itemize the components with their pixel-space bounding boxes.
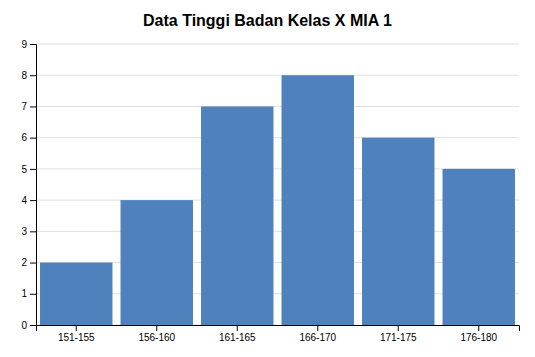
y-tick-label: 2: [21, 257, 27, 268]
grid-line: [36, 106, 519, 107]
bar: [282, 75, 354, 325]
grid-line: [36, 44, 519, 45]
x-tick-label: 171-175: [380, 332, 417, 343]
x-tick-label: 166-170: [299, 332, 336, 343]
chart-title: Data Tinggi Badan Kelas X MIA 1: [143, 12, 392, 29]
x-tick: 161-165: [219, 325, 256, 343]
x-tick-mark: [76, 325, 77, 331]
x-axis-line: [37, 326, 520, 332]
x-tick: 151-155: [58, 325, 95, 343]
x-tick: 176-180: [460, 325, 497, 343]
chart-svg: Data Tinggi Badan Kelas X MIA 1151-15515…: [0, 0, 535, 357]
bar: [362, 138, 434, 325]
y-tick: 3: [21, 226, 36, 237]
y-tick-label: 4: [21, 195, 27, 206]
x-axis: 151-155 156-160 161-165 166-170 171-175 176-1…: [37, 325, 520, 343]
y-tick-mark: [30, 138, 36, 139]
x-tick-mark: [237, 325, 238, 331]
y-tick-mark: [30, 294, 36, 295]
bar: [40, 263, 112, 325]
y-tick: 6: [21, 132, 36, 143]
x-tick-mark: [317, 325, 318, 331]
x-tick-label: 151-155: [58, 332, 95, 343]
y-tick-label: 3: [21, 226, 27, 237]
y-tick-label: 6: [21, 132, 27, 143]
x-tick-label: 176-180: [460, 332, 497, 343]
y-tick: 7: [21, 101, 36, 112]
bar: [201, 106, 273, 325]
y-tick-mark: [30, 231, 36, 232]
y-tick-mark: [30, 263, 36, 264]
y-tick-label: 5: [21, 164, 27, 175]
grid-line: [36, 75, 519, 76]
y-tick-mark: [30, 325, 36, 326]
y-tick: 5: [21, 164, 36, 175]
x-tick-label: 161-165: [219, 332, 256, 343]
y-tick: 9: [21, 39, 36, 50]
y-tick: 1: [21, 288, 36, 299]
y-axis: 0 1 2 3 4 5 6 7 8 9: [21, 39, 36, 331]
y-tick-mark: [30, 169, 36, 170]
x-tick-label: 156-160: [138, 332, 175, 343]
y-axis-line: [30, 45, 37, 326]
x-tick-mark: [398, 325, 399, 331]
y-tick-label: 0: [21, 320, 27, 331]
y-tick: 8: [21, 70, 36, 81]
x-tick-mark: [478, 325, 479, 331]
y-tick-label: 1: [21, 288, 27, 299]
bar: [443, 169, 515, 325]
y-tick-mark: [30, 106, 36, 107]
y-tick: 2: [21, 257, 36, 268]
grid: [36, 44, 519, 325]
y-tick-label: 9: [21, 39, 27, 50]
bars: [40, 75, 515, 325]
y-tick: 4: [21, 195, 36, 206]
x-tick-mark: [156, 325, 157, 331]
x-tick: 166-170: [299, 325, 336, 343]
y-tick-label: 8: [21, 70, 27, 81]
grid-line: [36, 137, 519, 138]
plot-area: 151-155 156-160 161-165 166-170 171-175 176-1…: [21, 39, 519, 343]
y-tick: 0: [21, 320, 36, 331]
y-tick-mark: [30, 200, 36, 201]
chart-container: Data Tinggi Badan Kelas X MIA 1151-15515…: [0, 0, 535, 357]
x-tick: 156-160: [138, 325, 175, 343]
y-tick-mark: [30, 75, 36, 76]
y-tick-label: 7: [21, 101, 27, 112]
x-tick: 171-175: [380, 325, 417, 343]
bar: [121, 200, 193, 325]
y-tick-mark: [30, 44, 36, 45]
